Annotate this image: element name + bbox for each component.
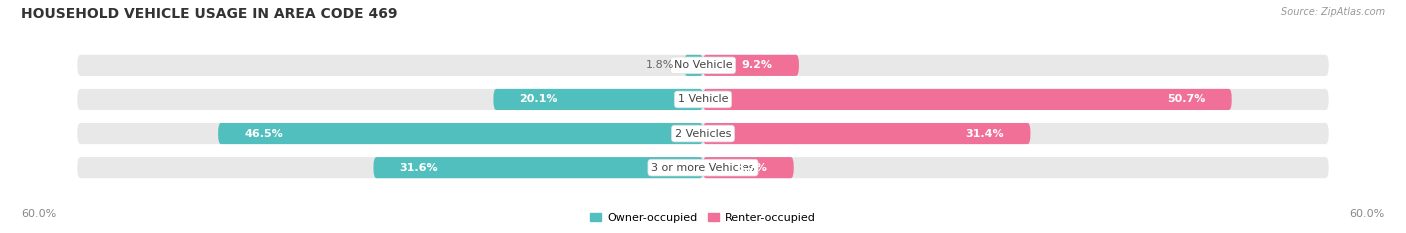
FancyBboxPatch shape (703, 123, 1031, 144)
Text: 9.2%: 9.2% (742, 60, 773, 70)
FancyBboxPatch shape (77, 55, 1329, 76)
Text: 2 Vehicles: 2 Vehicles (675, 129, 731, 139)
FancyBboxPatch shape (77, 157, 1329, 178)
FancyBboxPatch shape (218, 123, 703, 144)
Text: 31.4%: 31.4% (966, 129, 1004, 139)
Text: 3 or more Vehicles: 3 or more Vehicles (651, 163, 755, 173)
FancyBboxPatch shape (703, 55, 799, 76)
FancyBboxPatch shape (703, 157, 794, 178)
Text: 46.5%: 46.5% (245, 129, 283, 139)
FancyBboxPatch shape (703, 89, 1232, 110)
Text: No Vehicle: No Vehicle (673, 60, 733, 70)
FancyBboxPatch shape (77, 89, 1329, 110)
Legend: Owner-occupied, Renter-occupied: Owner-occupied, Renter-occupied (586, 209, 820, 227)
FancyBboxPatch shape (77, 123, 1329, 144)
Text: 20.1%: 20.1% (519, 94, 558, 104)
Text: 60.0%: 60.0% (21, 209, 56, 219)
Text: 8.7%: 8.7% (737, 163, 768, 173)
FancyBboxPatch shape (685, 55, 703, 76)
FancyBboxPatch shape (494, 89, 703, 110)
Text: 50.7%: 50.7% (1167, 94, 1205, 104)
Text: Source: ZipAtlas.com: Source: ZipAtlas.com (1281, 7, 1385, 17)
FancyBboxPatch shape (374, 157, 703, 178)
Text: 1 Vehicle: 1 Vehicle (678, 94, 728, 104)
Text: HOUSEHOLD VEHICLE USAGE IN AREA CODE 469: HOUSEHOLD VEHICLE USAGE IN AREA CODE 469 (21, 7, 398, 21)
Text: 60.0%: 60.0% (1350, 209, 1385, 219)
Text: 1.8%: 1.8% (645, 60, 673, 70)
Text: 31.6%: 31.6% (399, 163, 439, 173)
